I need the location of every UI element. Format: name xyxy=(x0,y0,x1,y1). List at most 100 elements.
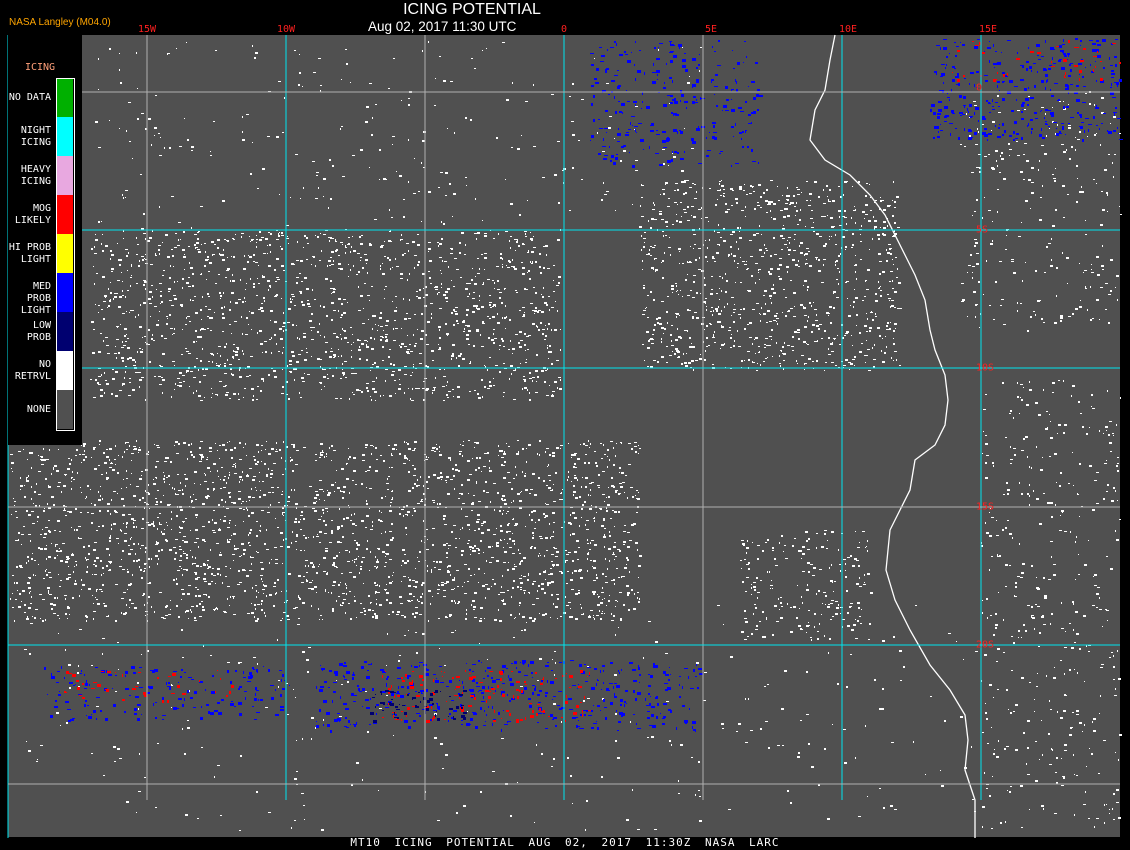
retrieval-pixel xyxy=(121,347,124,348)
retrieval-pixel xyxy=(723,193,725,194)
retrieval-pixel xyxy=(661,327,664,329)
retrieval-pixel xyxy=(441,584,444,586)
retrieval-pixel xyxy=(665,182,668,184)
retrieval-pixel xyxy=(259,496,261,498)
retrieval-pixel xyxy=(311,588,314,590)
retrieval-pixel xyxy=(867,269,870,271)
retrieval-pixel xyxy=(153,521,154,523)
retrieval-pixel xyxy=(296,507,297,509)
retrieval-pixel xyxy=(544,592,546,594)
retrieval-pixel xyxy=(801,242,803,244)
retrieval-pixel xyxy=(853,301,855,303)
retrieval-pixel xyxy=(198,595,201,597)
retrieval-pixel xyxy=(443,544,446,546)
retrieval-pixel xyxy=(370,396,371,397)
retrieval-pixel xyxy=(376,561,379,563)
retrieval-pixel xyxy=(887,218,888,219)
retrieval-pixel xyxy=(733,309,736,310)
retrieval-pixel xyxy=(38,471,41,472)
retrieval-pixel xyxy=(442,260,443,262)
retrieval-pixel xyxy=(839,564,841,565)
retrieval-pixel xyxy=(370,551,371,553)
retrieval-pixel xyxy=(432,390,435,391)
retrieval-pixel xyxy=(407,349,410,350)
retrieval-pixel xyxy=(746,261,747,262)
retrieval-pixel xyxy=(300,260,303,262)
retrieval-pixel xyxy=(115,346,116,347)
retrieval-pixel xyxy=(225,449,227,451)
retrieval-pixel xyxy=(379,604,382,606)
retrieval-pixel xyxy=(499,345,501,346)
retrieval-pixel xyxy=(571,589,574,590)
retrieval-pixel xyxy=(594,544,597,546)
retrieval-pixel xyxy=(43,459,46,461)
retrieval-pixel xyxy=(380,395,381,397)
retrieval-pixel xyxy=(840,253,841,255)
retrieval-pixel xyxy=(38,547,40,549)
retrieval-pixel xyxy=(360,243,363,245)
retrieval-pixel xyxy=(589,508,592,510)
retrieval-pixel xyxy=(677,290,678,291)
retrieval-pixel xyxy=(151,606,152,608)
retrieval-pixel xyxy=(110,463,113,464)
retrieval-pixel xyxy=(447,493,450,495)
retrieval-pixel xyxy=(672,224,674,225)
retrieval-pixel xyxy=(894,207,896,208)
retrieval-pixel xyxy=(600,618,602,620)
retrieval-pixel xyxy=(871,311,872,312)
retrieval-pixel xyxy=(541,370,544,372)
retrieval-pixel xyxy=(586,529,589,530)
retrieval-pixel xyxy=(123,230,124,232)
retrieval-pixel xyxy=(182,287,183,289)
retrieval-pixel xyxy=(590,542,591,543)
retrieval-pixel xyxy=(171,518,172,520)
retrieval-pixel xyxy=(388,356,390,358)
retrieval-pixel xyxy=(1067,194,1069,195)
retrieval-pixel xyxy=(604,546,605,548)
retrieval-pixel xyxy=(505,288,506,289)
retrieval-pixel xyxy=(439,347,441,349)
retrieval-pixel xyxy=(675,183,678,184)
retrieval-pixel xyxy=(187,316,190,317)
retrieval-pixel xyxy=(233,614,236,615)
retrieval-pixel xyxy=(195,247,196,249)
retrieval-pixel xyxy=(295,518,297,520)
retrieval-pixel xyxy=(145,288,146,290)
retrieval-pixel xyxy=(179,560,182,561)
retrieval-pixel xyxy=(218,365,220,367)
retrieval-pixel xyxy=(777,323,778,325)
retrieval-pixel xyxy=(574,570,577,572)
retrieval-pixel xyxy=(141,545,144,546)
retrieval-pixel xyxy=(640,205,641,207)
retrieval-pixel xyxy=(502,500,504,501)
retrieval-pixel xyxy=(557,310,558,312)
retrieval-pixel xyxy=(446,482,447,483)
retrieval-pixel xyxy=(613,552,614,554)
retrieval-pixel xyxy=(809,265,812,267)
retrieval-pixel xyxy=(498,594,500,595)
retrieval-pixel xyxy=(502,592,505,593)
retrieval-pixel xyxy=(793,195,795,197)
retrieval-pixel xyxy=(983,294,984,295)
retrieval-pixel xyxy=(15,511,17,512)
retrieval-pixel xyxy=(623,531,626,532)
retrieval-pixel xyxy=(865,214,868,215)
retrieval-pixel xyxy=(481,254,483,255)
retrieval-pixel xyxy=(344,337,347,339)
retrieval-pixel xyxy=(211,353,213,354)
retrieval-pixel xyxy=(894,351,897,352)
retrieval-pixel xyxy=(39,594,42,595)
retrieval-pixel xyxy=(459,252,461,254)
retrieval-pixel xyxy=(585,486,587,488)
retrieval-pixel xyxy=(402,560,404,562)
retrieval-pixel xyxy=(741,360,743,362)
retrieval-pixel xyxy=(101,309,103,310)
retrieval-pixel xyxy=(989,535,992,537)
retrieval-pixel xyxy=(166,323,168,325)
retrieval-pixel xyxy=(867,349,870,350)
retrieval-pixel xyxy=(358,286,359,288)
retrieval-pixel xyxy=(92,574,93,575)
retrieval-pixel xyxy=(173,266,174,267)
retrieval-pixel xyxy=(1006,235,1007,236)
retrieval-pixel xyxy=(863,584,866,585)
